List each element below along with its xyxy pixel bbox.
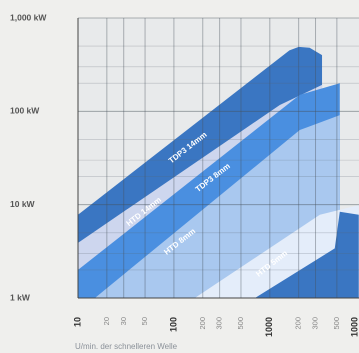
x-tick-label: 30 xyxy=(119,317,128,325)
x-tick-label: 500 xyxy=(332,317,341,330)
x-tick-label: 200 xyxy=(198,317,207,330)
x-tick-label: 100 xyxy=(168,317,178,332)
x-tick-label: 300 xyxy=(215,317,224,330)
x-tick-label: 50 xyxy=(140,317,149,325)
band xyxy=(254,211,359,298)
y-tick-label: 1,000 kW xyxy=(10,12,47,22)
x-tick-label: 500 xyxy=(236,317,245,330)
x-tick-label: 200 xyxy=(294,317,303,330)
x-tick-label: 20 xyxy=(102,317,111,325)
x-tick-label: 10 xyxy=(72,317,82,327)
x-tick-label: 1000 xyxy=(349,317,359,337)
x-tick-label: 300 xyxy=(311,317,320,330)
x-tick-label: 1000 xyxy=(264,317,274,337)
y-tick-label: 10 kW xyxy=(10,199,36,209)
y-tick-label: 100 kW xyxy=(10,106,40,116)
y-tick-label: 1 kW xyxy=(10,292,31,302)
x-axis-label: U/min. der schnelleren Welle xyxy=(75,342,178,351)
